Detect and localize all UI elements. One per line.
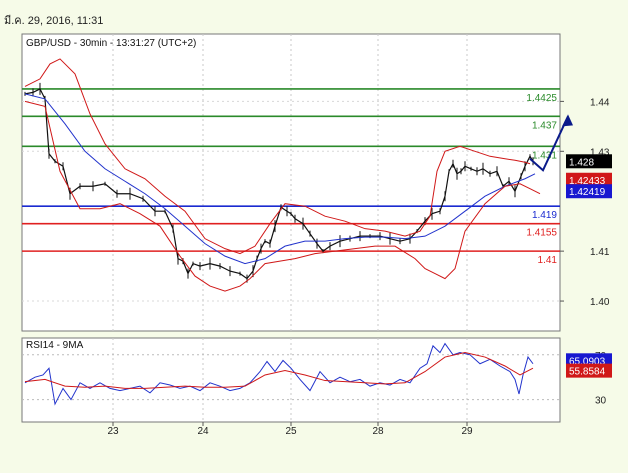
rsi-ma-line	[24, 352, 534, 389]
rsi-badge-label: 65.0903	[569, 356, 606, 367]
level-label: 1.4425	[526, 93, 557, 104]
x-tick-label: 25	[285, 426, 297, 437]
x-tick-label: 24	[197, 426, 209, 437]
bollinger-band-line	[24, 58, 531, 255]
level-label: 1.4155	[526, 228, 557, 239]
y-tick-label: 1.44	[590, 97, 610, 108]
y-tick-label: 1.40	[590, 297, 610, 308]
price-badge-label: 1.42433	[569, 176, 606, 187]
projection-line	[529, 115, 569, 172]
price-badge	[566, 172, 612, 187]
price-panel-frame	[21, 33, 561, 332]
y-tick-label: 1.41	[590, 247, 610, 258]
x-tick-label: 28	[372, 426, 384, 437]
level-label: 1.41	[538, 255, 558, 266]
level-label: 1.437	[532, 120, 557, 131]
date-time-label: มี.ค. 29, 2016, 11:31	[4, 15, 104, 27]
rsi-badge-label: 55.8584	[569, 367, 606, 378]
moving-average-line	[24, 93, 536, 265]
x-tick-label: 23	[107, 426, 119, 437]
y-tick-label: 1.43	[590, 147, 610, 158]
rsi-chart-title: RSI14 - 9MA	[26, 340, 84, 351]
rsi-badge	[566, 363, 612, 378]
price-badge	[566, 154, 612, 169]
rsi-tick-label: 30	[595, 396, 607, 407]
price-badge-label: 1.42419	[569, 187, 606, 198]
price-badge	[566, 184, 612, 199]
level-label: 1.431	[532, 150, 557, 161]
price-badge-label: 1.428	[569, 157, 594, 168]
level-label: 1.419	[532, 210, 557, 221]
price-chart-title: GBP/USD - 30min - 13:31:27 (UTC+2)	[26, 38, 196, 49]
price-line	[24, 88, 534, 280]
bollinger-band-line	[24, 100, 541, 292]
x-tick-label: 29	[461, 426, 473, 437]
projection-arrowhead	[562, 114, 573, 127]
